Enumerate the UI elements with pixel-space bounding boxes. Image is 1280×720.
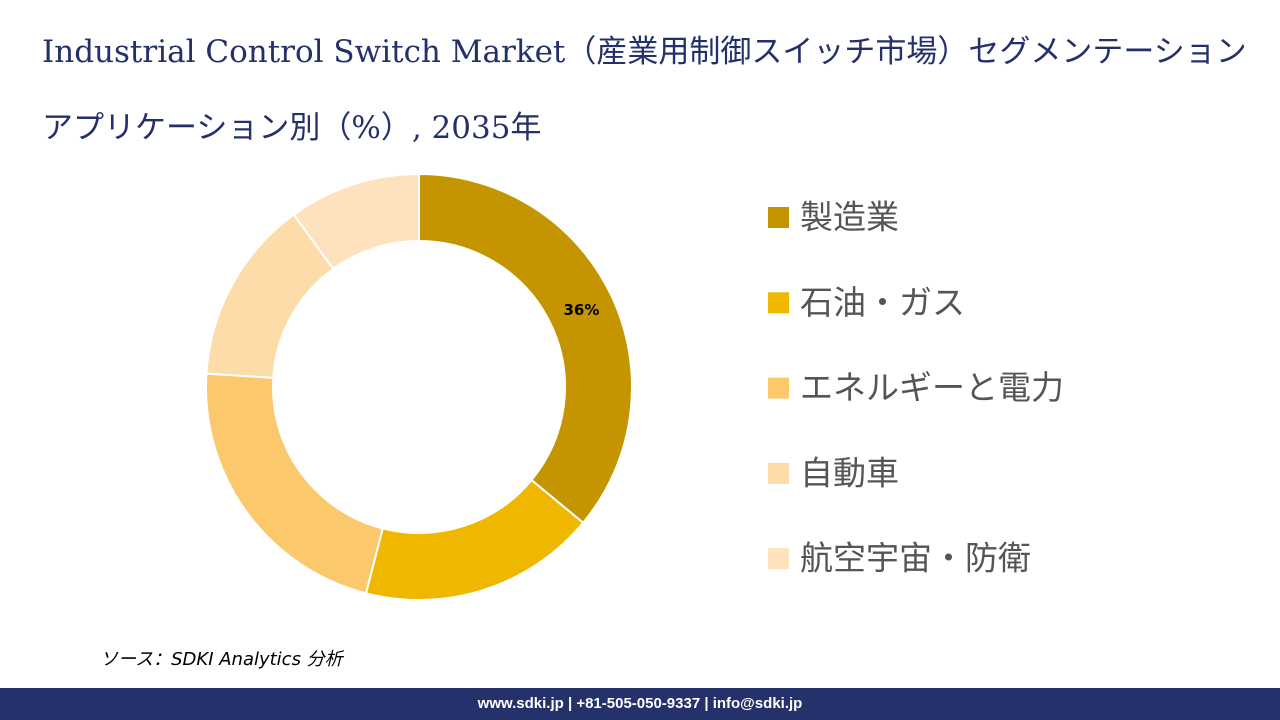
donut-segment <box>292 172 420 271</box>
donut-segment <box>205 372 384 595</box>
legend-swatch <box>768 548 789 570</box>
legend-label: 製造業 <box>800 198 899 237</box>
legend-label: 石油・ガス <box>800 283 965 322</box>
donut-segment <box>364 478 585 601</box>
legend-swatch <box>768 292 789 314</box>
legend-label: 自動車 <box>800 453 899 492</box>
legend-label: エネルギーと電力 <box>800 368 1064 407</box>
donut-segment <box>418 172 633 525</box>
source-note: ソース：SDKI Analytics 分析 <box>100 649 343 670</box>
footer: www.sdki.jp | +81-505-050-9337 | info@sd… <box>0 688 1280 720</box>
chart-title: Industrial Control Switch Market（産業用制御スイ… <box>42 34 1247 146</box>
legend-swatch <box>768 207 789 228</box>
legend-swatch <box>768 462 789 484</box>
legend-swatch <box>768 377 789 399</box>
data-label: 36% <box>563 301 599 319</box>
legend-label: 航空宇宙・防衛 <box>800 539 1031 578</box>
